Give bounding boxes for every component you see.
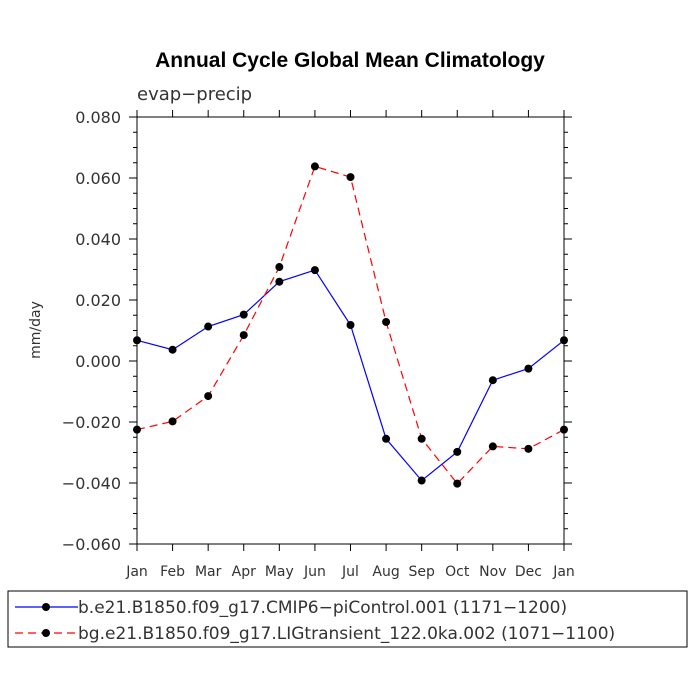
series-2-point	[382, 317, 391, 326]
series-1-point	[453, 447, 462, 456]
x-tick-labels: Jan Feb Mar Apr May Jun Jul Aug Sep Oct Nov Dec Jan	[125, 564, 575, 580]
legend-marker-1	[42, 603, 50, 611]
series-1-point	[524, 364, 533, 373]
series-1-point	[204, 322, 213, 331]
chart-title: Annual Cycle Global Mean Climatology	[155, 49, 545, 72]
axis-ticks	[129, 110, 572, 551]
y-axis-label: mm/day	[28, 301, 44, 359]
x-tick-label: Jul	[341, 564, 359, 580]
series-2-point	[239, 331, 248, 340]
series-layer	[133, 162, 568, 488]
x-tick-label: Apr	[232, 564, 256, 580]
series-1-point	[239, 310, 248, 319]
chart-subtitle: evap−precip	[137, 84, 252, 105]
y-tick-label: 0.080	[75, 108, 121, 127]
x-tick-label: Sep	[408, 564, 435, 580]
series-1-point	[168, 345, 177, 354]
series-1-point	[488, 376, 497, 385]
series-2-point	[310, 162, 319, 171]
series-2-point	[488, 442, 497, 451]
series-2-point	[453, 479, 462, 488]
legend-label-1: b.e21.B1850.f09_g17.CMIP6−piControl.001 …	[78, 598, 567, 618]
series-1-point	[310, 266, 319, 275]
series-2-point	[133, 425, 141, 434]
series-2-point	[560, 425, 568, 434]
x-tick-label: Aug	[372, 564, 399, 580]
series-2-point	[275, 263, 284, 272]
x-tick-label: Jan	[552, 564, 575, 580]
x-tick-label: Jun	[303, 564, 326, 580]
x-tick-label: Nov	[479, 564, 506, 580]
series-1-point	[382, 434, 391, 443]
y-tick-label: −0.040	[62, 474, 121, 493]
y-tick-label: −0.060	[62, 535, 121, 554]
x-tick-label: Dec	[515, 564, 542, 580]
series-1-point	[346, 321, 355, 330]
series-2-point	[524, 444, 533, 453]
series-line-1	[136, 269, 565, 482]
series-2-point	[168, 417, 177, 426]
y-tick-label: −0.020	[62, 413, 121, 432]
x-tick-label: Feb	[160, 564, 185, 580]
y-tick-label: 0.000	[75, 352, 121, 371]
y-tick-label: 0.020	[75, 291, 121, 310]
series-2-point	[346, 173, 355, 182]
y-tick-label: 0.040	[75, 230, 121, 249]
y-tick-labels: 0.080 0.060 0.040 0.020 0.000 −0.020 −0.040 −0.…	[62, 108, 121, 554]
series-1-point	[417, 476, 426, 485]
series-1-point	[275, 277, 284, 286]
legend-label-2: bg.e21.B1850.f09_g17.LIGtransient_122.0k…	[78, 624, 615, 644]
legend-box	[7, 590, 688, 648]
x-tick-label: May	[265, 564, 294, 580]
series-2-point	[204, 392, 213, 401]
y-tick-label: 0.060	[75, 169, 121, 188]
x-tick-label: Mar	[195, 564, 222, 580]
series-2-point	[417, 434, 426, 443]
legend: b.e21.B1850.f09_g17.CMIP6−piControl.001 …	[15, 598, 615, 644]
x-tick-label: Oct	[445, 564, 470, 580]
x-tick-label: Jan	[125, 564, 148, 580]
series-1-point	[560, 336, 568, 345]
legend-marker-2	[42, 629, 50, 637]
series-1-point	[133, 336, 141, 345]
